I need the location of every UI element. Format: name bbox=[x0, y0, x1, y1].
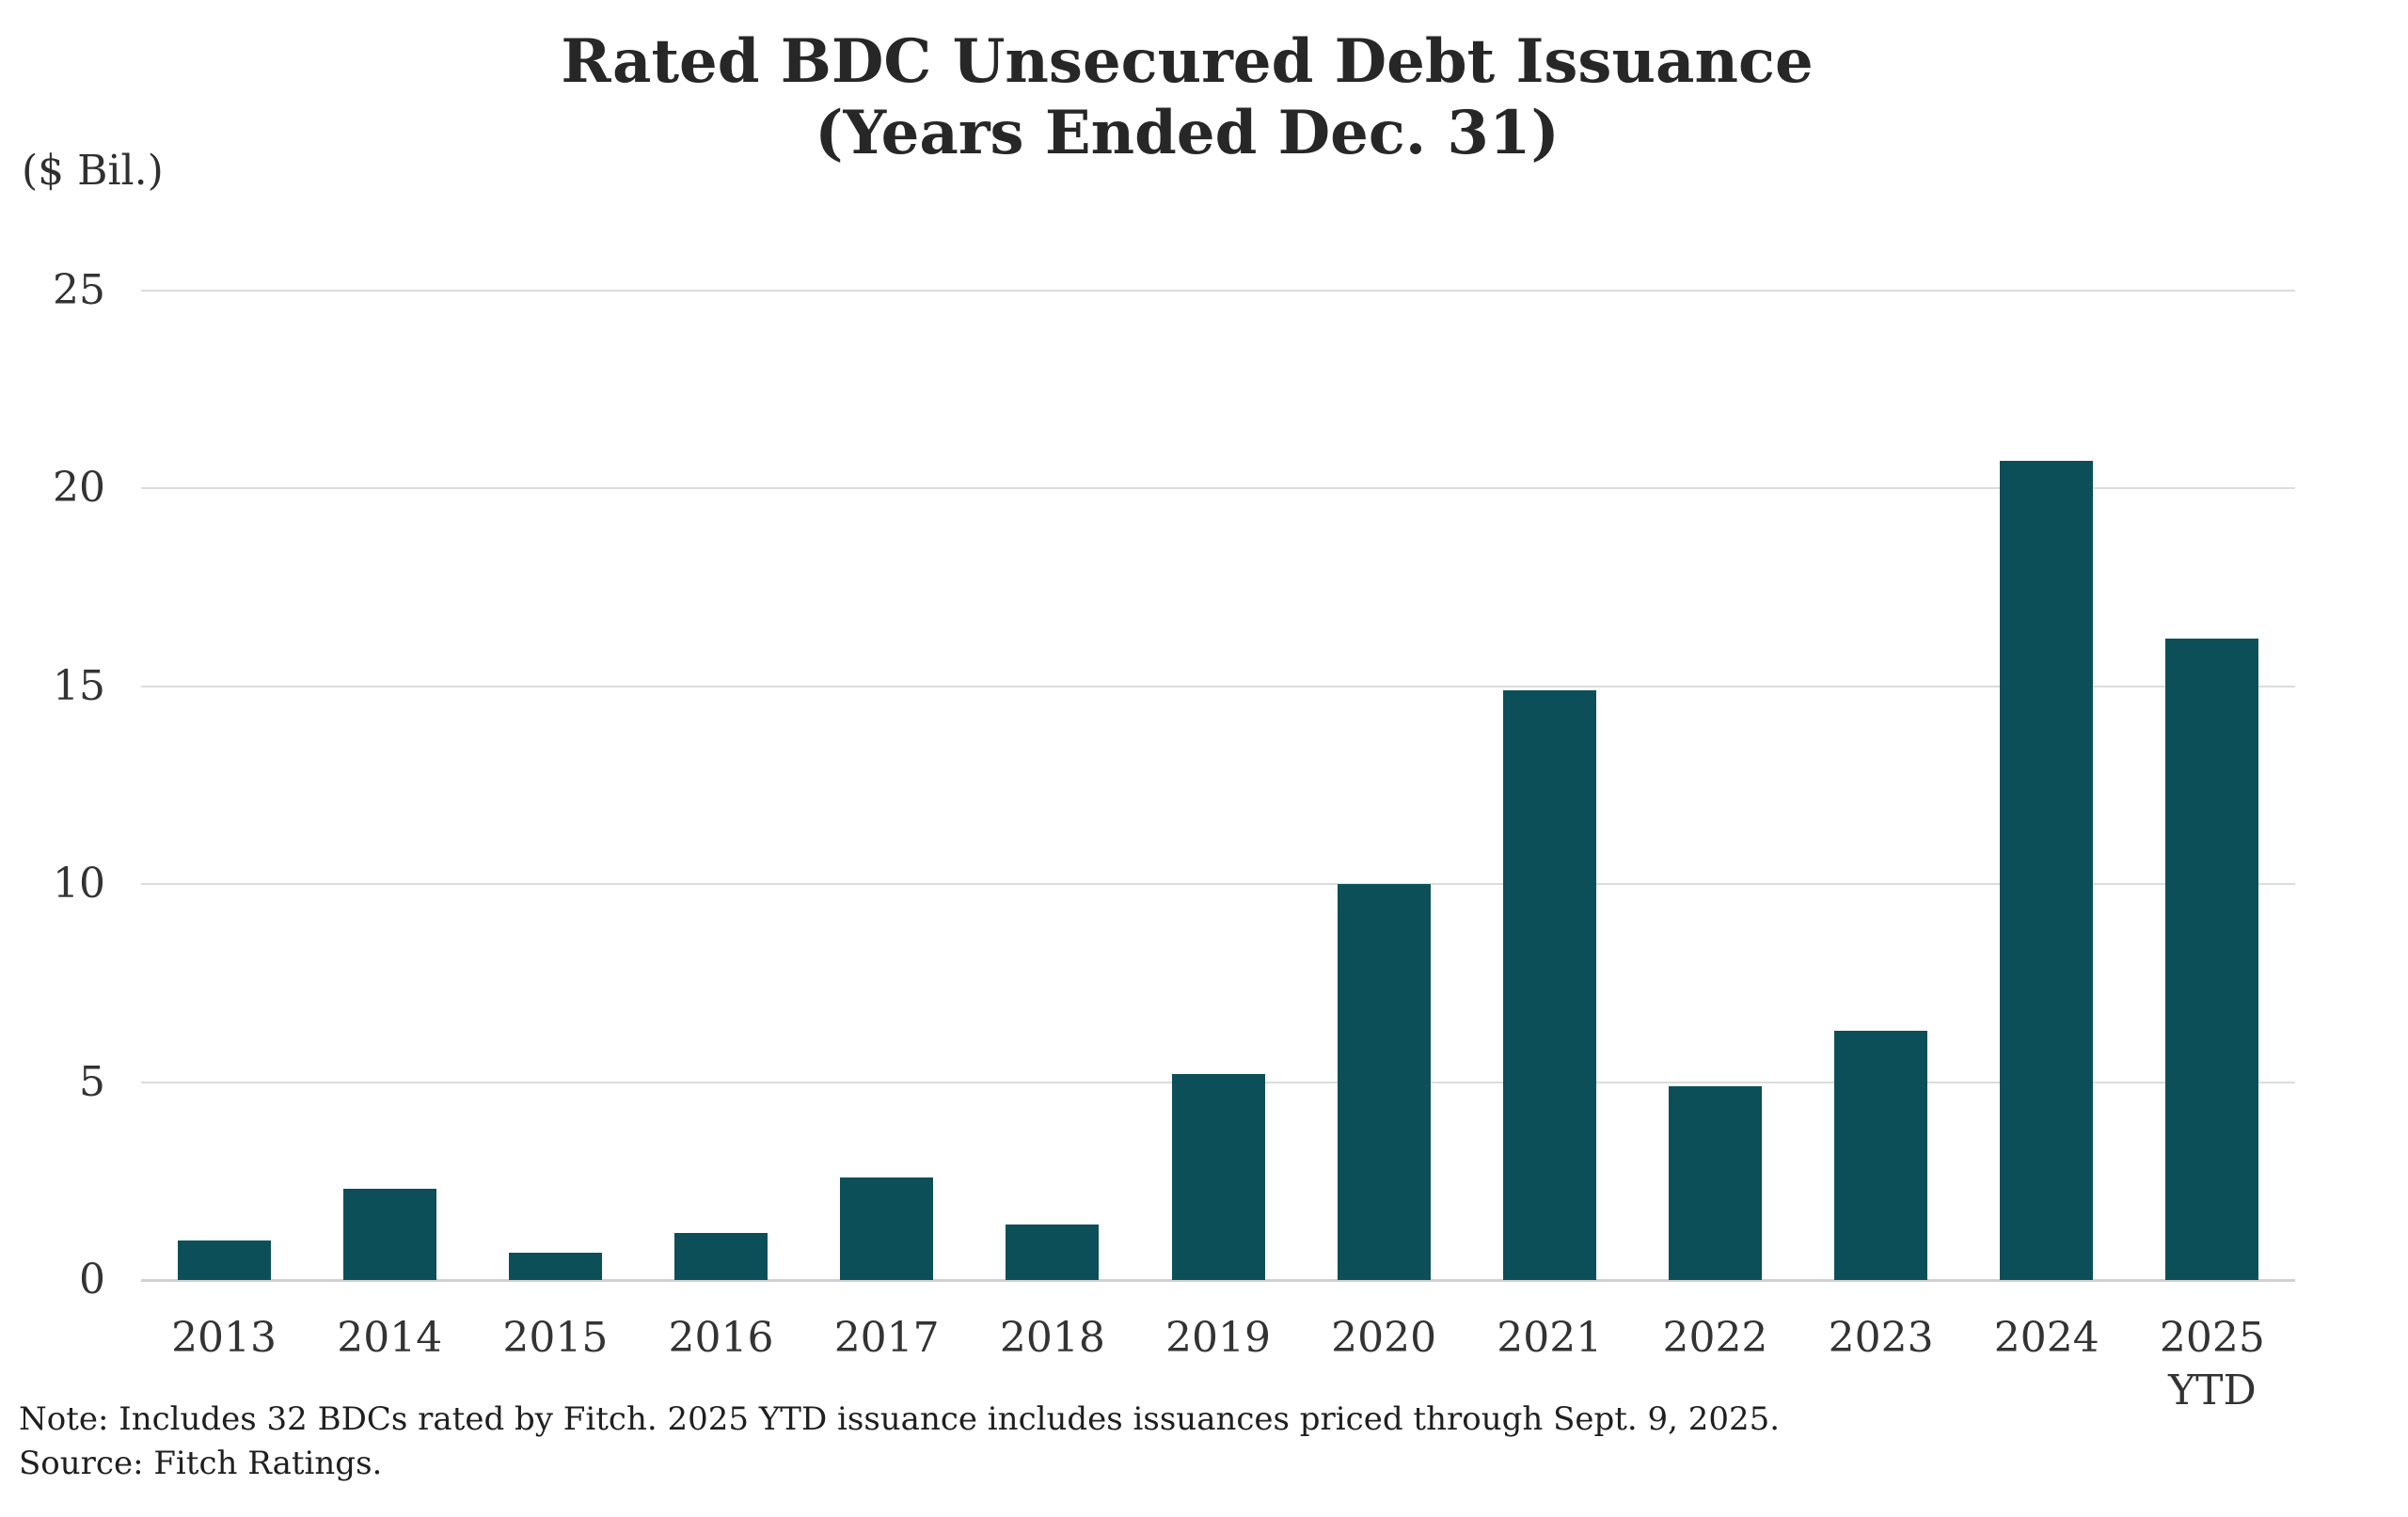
y-tick-label-0: 0 bbox=[79, 1256, 105, 1304]
x-tick-label-2017: 2017 bbox=[833, 1314, 940, 1362]
chart-title: Rated BDC Unsecured Debt Issuance (Years… bbox=[0, 26, 2374, 169]
bar-2015 bbox=[508, 1252, 602, 1280]
gridline-25 bbox=[141, 290, 2295, 292]
x-tick-label-2020: 2020 bbox=[1331, 1314, 1437, 1362]
y-tick-label-20: 20 bbox=[53, 464, 105, 513]
y-tick-label-15: 15 bbox=[53, 661, 105, 710]
x-tick-label-2023: 2023 bbox=[1828, 1314, 1934, 1362]
x-tick-label-2022: 2022 bbox=[1662, 1314, 1768, 1362]
bar-2019 bbox=[1171, 1074, 1265, 1280]
bar-2023 bbox=[1834, 1030, 1928, 1280]
gridline-15 bbox=[141, 685, 2295, 687]
y-tick-label-25: 25 bbox=[53, 266, 105, 314]
x-tick-label-2013: 2013 bbox=[171, 1314, 277, 1362]
x-tick-label-2019: 2019 bbox=[1165, 1314, 1271, 1362]
bar-2016 bbox=[674, 1232, 768, 1280]
x-tick-label-2024: 2024 bbox=[1993, 1314, 2099, 1362]
bar-2013 bbox=[177, 1240, 271, 1280]
chart-footnote: Note: Includes 32 BDCs rated by Fitch. 2… bbox=[19, 1398, 1780, 1486]
bar-2021 bbox=[1502, 690, 1596, 1280]
x-tick-label-2015: 2015 bbox=[502, 1314, 609, 1362]
x-axis-baseline bbox=[141, 1279, 2295, 1282]
y-tick-label-5: 5 bbox=[79, 1057, 105, 1106]
x-tick-label-2014: 2014 bbox=[337, 1314, 443, 1362]
x-tick-label-2018: 2018 bbox=[999, 1314, 1105, 1362]
footnote-note-line: Note: Includes 32 BDCs rated by Fitch. 2… bbox=[19, 1400, 1781, 1438]
bar-2022 bbox=[1668, 1085, 1762, 1280]
y-tick-label-10: 10 bbox=[53, 860, 105, 909]
bar-2018 bbox=[1006, 1225, 1100, 1280]
y-axis-unit-label: ($ Bil.) bbox=[22, 147, 164, 195]
bar-2024 bbox=[2000, 460, 2094, 1280]
bar-2017 bbox=[840, 1177, 934, 1280]
x-tick-label-2025-ytd: 2025 YTD bbox=[2159, 1314, 2265, 1414]
gridline-10 bbox=[141, 883, 2295, 886]
chart-title-line1: Rated BDC Unsecured Debt Issuance bbox=[561, 26, 1814, 97]
footnote-source-line: Source: Fitch Ratings. bbox=[19, 1445, 383, 1482]
bar-2020 bbox=[1337, 884, 1431, 1280]
bar-2025-ytd bbox=[2165, 639, 2259, 1280]
x-tick-label-2016: 2016 bbox=[668, 1314, 774, 1362]
bar-2014 bbox=[342, 1189, 436, 1280]
x-tick-label-2021: 2021 bbox=[1497, 1314, 1603, 1362]
gridline-20 bbox=[141, 487, 2295, 490]
chart-title-line2: (Years Ended Dec. 31) bbox=[815, 98, 1560, 168]
